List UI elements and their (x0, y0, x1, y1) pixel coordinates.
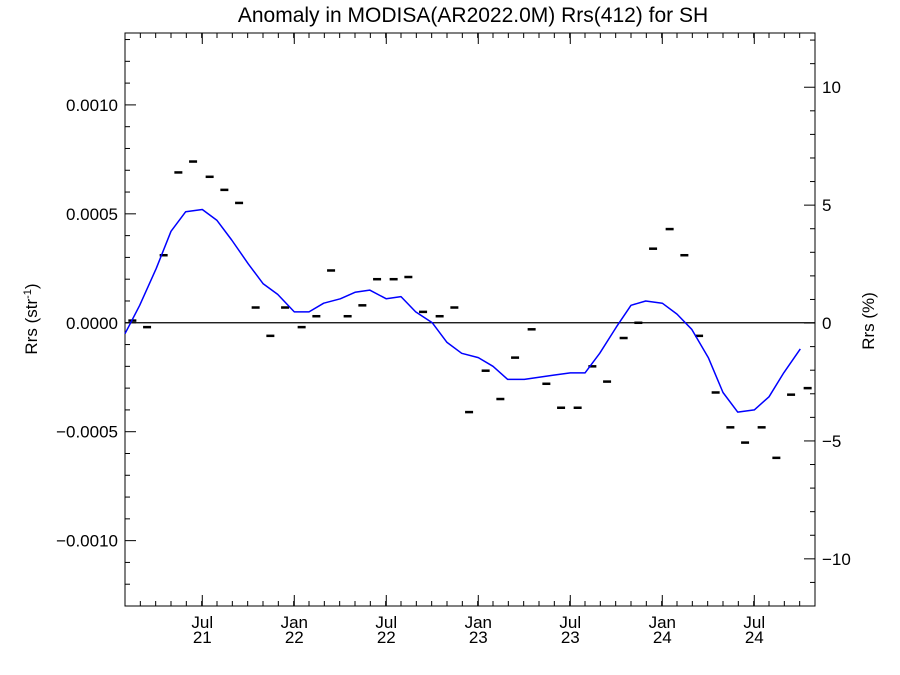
left-tick-label: 0.0010 (66, 96, 118, 115)
chart-title: Anomaly in MODISA(AR2022.0M) Rrs(412) fo… (238, 4, 708, 27)
bottom-tick-label-month: Jul (375, 613, 397, 632)
bottom-tick-label-month: Jan (281, 613, 308, 632)
left-axis-title-close: ) (22, 283, 41, 289)
plot-frame (124, 32, 816, 607)
right-tick-label: 0 (822, 314, 831, 333)
right-axis-title: Rrs (%) (859, 292, 878, 350)
bottom-axis-ticks (201, 33, 755, 606)
right-tick-label: −5 (822, 432, 841, 451)
smoothed-anomaly-line (124, 208, 801, 413)
bottom-tick-label-month: Jul (743, 613, 765, 632)
right-tick-label: 10 (822, 78, 841, 97)
bottom-tick-label-year: 23 (561, 628, 580, 647)
right-tick-label: 5 (822, 196, 831, 215)
left-axis-title: Rrs (str-1) (22, 283, 41, 354)
bottom-tick-label-year: 21 (193, 628, 212, 647)
bottom-tick-label-year: 22 (285, 628, 304, 647)
left-axis-title-superscript: -1 (22, 289, 34, 299)
left-tick-label: 0.0005 (66, 205, 118, 224)
left-tick-label: −0.0005 (56, 423, 118, 442)
right-tick-label: −10 (822, 550, 851, 569)
monthly-anomaly-markers (128, 160, 812, 460)
bottom-tick-label-year: 24 (745, 628, 764, 647)
bottom-tick-label-month: Jan (465, 613, 492, 632)
bottom-tick-label-year: 24 (653, 628, 672, 647)
left-tick-label: 0.0000 (66, 314, 118, 333)
bottom-tick-label-year: 23 (469, 628, 488, 647)
left-axis-title-text: Rrs (str (22, 299, 41, 355)
left-tick-label: −0.0010 (56, 532, 118, 551)
bottom-tick-label-year: 22 (377, 628, 396, 647)
right-axis-ticks (804, 86, 815, 560)
right-axis-tick-labels: 10 5 0 −5 −10 (822, 78, 851, 569)
left-axis-tick-labels: 0.0010 0.0005 0.0000 −0.0005 −0.0010 (56, 96, 118, 551)
smoothed-line-path (124, 208, 801, 413)
left-axis-ticks (125, 104, 136, 542)
minor-ticks (124, 33, 816, 607)
bottom-tick-label-month: Jan (649, 613, 676, 632)
bottom-tick-label-month: Jul (559, 613, 581, 632)
bottom-tick-label-month: Jul (191, 613, 213, 632)
